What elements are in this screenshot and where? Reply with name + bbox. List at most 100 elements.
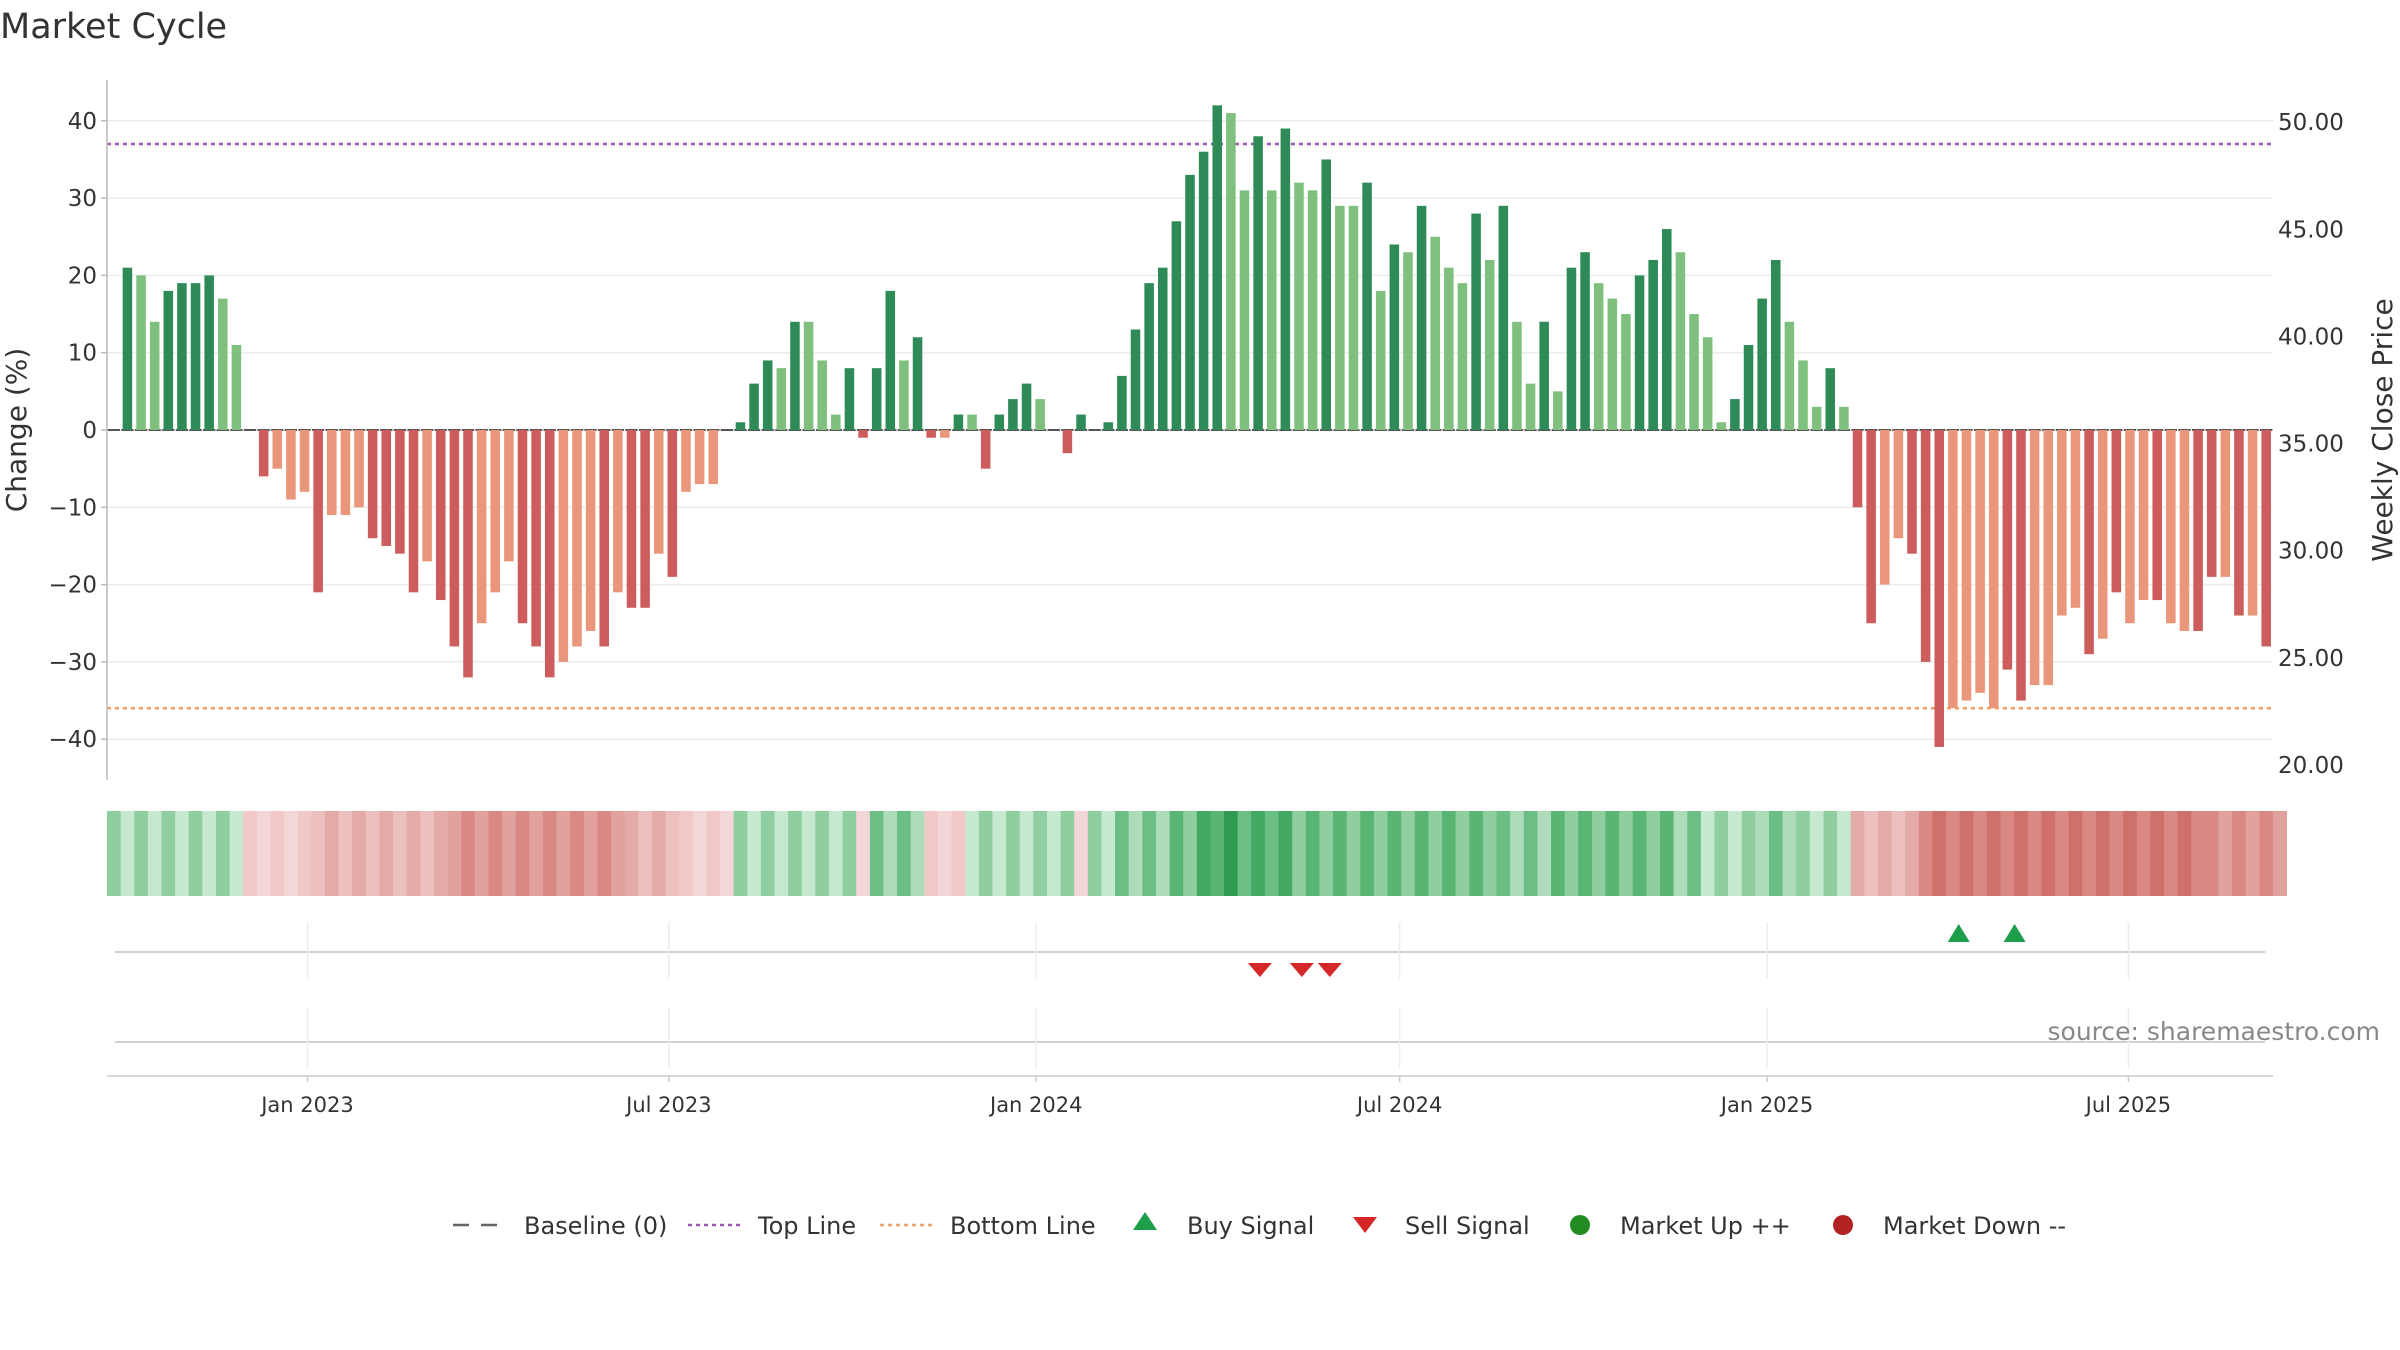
change-bar bbox=[2043, 430, 2053, 686]
change-bar bbox=[367, 430, 378, 539]
legend-label: Top Line bbox=[757, 1212, 856, 1240]
heat-cell bbox=[338, 811, 353, 896]
left-tick-label: 40 bbox=[68, 109, 97, 135]
change-bar bbox=[327, 430, 337, 516]
change-bar bbox=[2029, 430, 2040, 686]
change-bar bbox=[1471, 213, 1481, 430]
change-bar bbox=[2097, 430, 2108, 639]
change-bar bbox=[1430, 236, 1440, 430]
heat-cell bbox=[1346, 811, 1361, 896]
buy-signal-marker bbox=[2003, 924, 2026, 942]
heat-cell bbox=[1768, 811, 1783, 896]
change-bar bbox=[735, 422, 746, 430]
change-bar bbox=[1866, 430, 1876, 624]
change-bar bbox=[640, 430, 650, 608]
heat-cell bbox=[1469, 811, 1484, 896]
right-axis-ticks: 50.00 45.00 40.00 35.00 30.00 25.00 20.00 bbox=[2278, 110, 2344, 779]
change-bar bbox=[762, 360, 773, 430]
change-bar bbox=[980, 430, 991, 469]
heat-cell bbox=[815, 811, 830, 896]
change-bar bbox=[544, 430, 555, 678]
heat-cell bbox=[583, 811, 598, 896]
change-bar bbox=[1498, 205, 1509, 430]
change-bar bbox=[1798, 360, 1808, 430]
change-bar bbox=[613, 430, 623, 593]
change-bar bbox=[1702, 337, 1713, 430]
change-bar bbox=[299, 430, 310, 492]
heat-cell bbox=[801, 811, 816, 896]
x-tick-label: Jan 2024 bbox=[988, 1093, 1083, 1117]
x-tick-label: Jul 2024 bbox=[1355, 1093, 1442, 1117]
heat-cell bbox=[515, 811, 530, 896]
change-bar bbox=[490, 430, 501, 593]
change-bar bbox=[790, 321, 800, 430]
heat-cell bbox=[1986, 811, 2001, 896]
heat-cell bbox=[1183, 811, 1198, 896]
heat-cell bbox=[1551, 811, 1566, 896]
change-bar bbox=[395, 430, 405, 554]
left-tick-label: 20 bbox=[68, 263, 97, 289]
change-bar bbox=[1934, 430, 1945, 747]
heat-cell bbox=[1796, 811, 1811, 896]
heat-cell bbox=[420, 811, 435, 896]
heat-cell bbox=[2000, 811, 2015, 896]
change-bar bbox=[1716, 422, 1727, 430]
heat-cell bbox=[2027, 811, 2042, 896]
heat-cell bbox=[965, 811, 980, 896]
heat-cell bbox=[1591, 811, 1606, 896]
change-bar bbox=[871, 368, 882, 430]
heat-cell bbox=[1074, 811, 1089, 896]
change-bar bbox=[381, 430, 392, 546]
right-tick-label: 20.00 bbox=[2278, 753, 2344, 779]
right-tick-label: 40.00 bbox=[2278, 324, 2344, 350]
heat-cell bbox=[243, 811, 258, 896]
change-bar bbox=[1484, 259, 1495, 430]
legend-market-down-swatch bbox=[1833, 1215, 1853, 1235]
change-bar bbox=[2084, 430, 2094, 655]
heat-cell bbox=[1155, 811, 1170, 896]
heat-cell bbox=[2123, 811, 2138, 896]
heat-cell bbox=[1973, 811, 1988, 896]
change-bar bbox=[1988, 430, 1999, 709]
change-bar bbox=[776, 368, 787, 430]
sell-signal-marker bbox=[1289, 963, 1314, 977]
heat-cell bbox=[1305, 811, 1320, 896]
change-bar bbox=[1157, 267, 1168, 430]
change-bar bbox=[1144, 283, 1154, 430]
legend-label: Baseline (0) bbox=[524, 1212, 667, 1240]
change-bar bbox=[653, 430, 664, 554]
heat-cell bbox=[2191, 811, 2206, 896]
heat-cell bbox=[951, 811, 966, 896]
change-bar bbox=[858, 430, 868, 438]
heat-cell bbox=[1373, 811, 1388, 896]
change-bar bbox=[1403, 252, 1413, 430]
change-bar bbox=[2125, 430, 2135, 624]
heat-cell bbox=[1877, 811, 1892, 896]
change-bar bbox=[2247, 430, 2258, 616]
heat-cell bbox=[1101, 811, 1116, 896]
heat-cell bbox=[1619, 811, 1634, 896]
heat-cell bbox=[2177, 811, 2192, 896]
heat-cell bbox=[1564, 811, 1579, 896]
heat-cell bbox=[1728, 811, 1743, 896]
change-bar bbox=[817, 360, 827, 430]
heat-cell bbox=[202, 811, 217, 896]
heat-cell bbox=[1455, 811, 1470, 896]
heat-cell bbox=[1128, 811, 1143, 896]
heat-cell bbox=[1019, 811, 1034, 896]
heat-cell bbox=[1401, 811, 1416, 896]
heat-cell bbox=[1537, 811, 1552, 896]
change-bar bbox=[2070, 430, 2081, 608]
change-bar bbox=[1280, 128, 1291, 430]
heat-cell bbox=[297, 811, 312, 896]
change-bar bbox=[953, 414, 964, 430]
change-bar bbox=[803, 321, 814, 430]
heat-cell bbox=[2273, 811, 2288, 896]
left-tick-label: 10 bbox=[68, 341, 97, 367]
right-axis-label: Weekly Close Price bbox=[2366, 298, 2399, 561]
heat-cell bbox=[215, 811, 231, 896]
heat-cell bbox=[542, 811, 557, 896]
heat-cell bbox=[924, 811, 939, 896]
change-bar bbox=[449, 430, 460, 647]
heat-cell bbox=[2245, 811, 2260, 896]
